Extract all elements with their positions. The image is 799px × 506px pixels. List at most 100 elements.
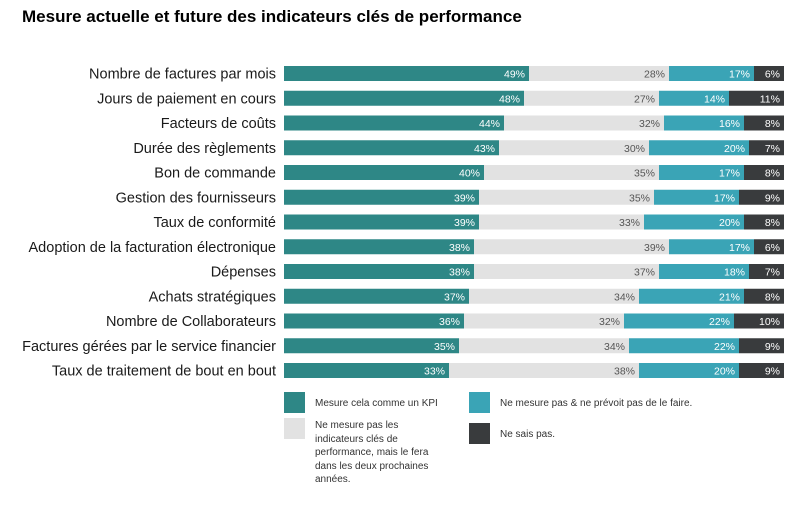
stacked-bar-chart: Nombre de factures par mois 49% 28% 17% 6% Jo… <box>22 66 784 380</box>
value-label-unknown-duree-des-reglements: 7% <box>765 143 780 155</box>
bar-kpi-gestion-des-fournisseurs <box>284 189 479 205</box>
value-label-kpi-facteurs-de-couts: 44% <box>479 118 500 130</box>
value-label-no-plan-adoption-de-la-facturation-electronique: 17% <box>729 242 750 254</box>
category-label-gestion-des-fournisseurs: Gestion des fournisseurs <box>116 190 276 206</box>
value-label-future-adoption-de-la-facturation-electronique: 39% <box>644 242 665 254</box>
bar-kpi-factures-gerees-par-le-service-financier <box>284 338 459 354</box>
bar-kpi-nombre-de-collaborateurs <box>284 313 464 329</box>
legend-label-kpi: Mesure cela comme un KPI <box>315 398 438 409</box>
value-label-no-plan-gestion-des-fournisseurs: 17% <box>714 192 735 204</box>
legend-label-no-plan: Ne mesure pas & ne prévoit pas de le fai… <box>500 398 693 409</box>
category-label-adoption-de-la-facturation-electronique: Adoption de la facturation électronique <box>29 240 276 256</box>
bar-future-taux-de-conformite <box>479 214 644 230</box>
value-label-unknown-achats-strategiques: 8% <box>765 291 780 303</box>
chart-title: Mesure actuelle et future des indicateur… <box>22 7 522 26</box>
value-label-future-duree-des-reglements: 30% <box>624 143 645 155</box>
category-label-bon-de-commande: Bon de commande <box>154 166 276 182</box>
bar-kpi-nombre-de-factures-par-mois <box>284 66 529 81</box>
value-label-kpi-nombre-de-collaborateurs: 36% <box>439 316 460 328</box>
value-label-future-achats-strategiques: 34% <box>614 291 635 303</box>
bar-kpi-taux-de-traitement-de-bout-en-bout <box>284 363 449 378</box>
bar-future-achats-strategiques <box>469 288 639 304</box>
value-label-no-plan-nombre-de-collaborateurs: 22% <box>709 316 730 328</box>
value-label-future-facteurs-de-couts: 32% <box>639 118 660 130</box>
bar-kpi-bon-de-commande <box>284 165 484 180</box>
category-label-duree-des-reglements: Durée des règlements <box>133 141 276 157</box>
value-label-no-plan-facteurs-de-couts: 16% <box>719 118 740 130</box>
value-label-kpi-taux-de-conformite: 39% <box>454 217 475 229</box>
legend-swatch-unknown <box>469 423 490 444</box>
value-label-kpi-jours-de-paiement-en-cours: 48% <box>499 93 520 105</box>
value-label-future-jours-de-paiement-en-cours: 27% <box>634 93 655 105</box>
value-label-future-nombre-de-factures-par-mois: 28% <box>644 69 665 81</box>
bar-unknown-taux-de-conformite <box>744 214 784 230</box>
value-label-future-bon-de-commande: 35% <box>634 168 655 180</box>
bar-unknown-taux-de-traitement-de-bout-en-bout <box>739 363 784 378</box>
bar-unknown-nombre-de-collaborateurs <box>734 313 784 329</box>
bar-kpi-adoption-de-la-facturation-electronique <box>284 239 474 255</box>
bar-kpi-duree-des-reglements <box>284 140 499 156</box>
value-label-unknown-gestion-des-fournisseurs: 9% <box>765 192 780 204</box>
category-label-achats-strategiques: Achats stratégiques <box>149 289 276 305</box>
bar-future-gestion-des-fournisseurs <box>479 189 654 205</box>
bar-unknown-bon-de-commande <box>744 165 784 180</box>
bar-unknown-adoption-de-la-facturation-electronique <box>754 239 784 255</box>
bar-future-factures-gerees-par-le-service-financier <box>459 338 629 354</box>
bar-no-plan-jours-de-paiement-en-cours <box>659 90 729 106</box>
value-label-kpi-adoption-de-la-facturation-electronique: 38% <box>449 242 470 254</box>
value-label-future-nombre-de-collaborateurs: 32% <box>599 316 620 328</box>
bar-unknown-nombre-de-factures-par-mois <box>754 66 784 81</box>
value-label-no-plan-factures-gerees-par-le-service-financier: 22% <box>714 341 735 353</box>
legend-swatch-future <box>284 418 305 439</box>
bar-no-plan-taux-de-conformite <box>644 214 744 230</box>
bar-no-plan-taux-de-traitement-de-bout-en-bout <box>639 363 739 378</box>
value-label-kpi-duree-des-reglements: 43% <box>474 143 495 155</box>
value-label-kpi-taux-de-traitement-de-bout-en-bout: 33% <box>424 366 445 378</box>
bar-future-adoption-de-la-facturation-electronique <box>474 239 669 255</box>
category-label-facteurs-de-couts: Facteurs de coûts <box>161 116 276 132</box>
value-label-future-factures-gerees-par-le-service-financier: 34% <box>604 341 625 353</box>
bar-no-plan-gestion-des-fournisseurs <box>654 189 739 205</box>
bar-future-depenses <box>474 264 659 279</box>
category-label-factures-gerees-par-le-service-financier: Factures gérées par le service financier <box>22 339 276 355</box>
bar-no-plan-bon-de-commande <box>659 165 744 180</box>
value-label-unknown-taux-de-traitement-de-bout-en-bout: 9% <box>765 366 780 378</box>
bar-future-taux-de-traitement-de-bout-en-bout <box>449 363 639 378</box>
value-label-unknown-nombre-de-collaborateurs: 10% <box>759 316 780 328</box>
value-label-future-depenses: 37% <box>634 267 655 279</box>
category-label-nombre-de-factures-par-mois: Nombre de factures par mois <box>89 67 276 83</box>
bar-no-plan-achats-strategiques <box>639 288 744 304</box>
bar-no-plan-facteurs-de-couts <box>664 115 744 131</box>
value-label-no-plan-bon-de-commande: 17% <box>719 168 740 180</box>
value-label-unknown-taux-de-conformite: 8% <box>765 217 780 229</box>
bar-no-plan-depenses <box>659 264 749 279</box>
value-label-kpi-nombre-de-factures-par-mois: 49% <box>504 69 525 81</box>
value-label-kpi-depenses: 38% <box>449 267 470 279</box>
legend-label-unknown: Ne sais pas. <box>500 429 556 440</box>
bar-no-plan-duree-des-reglements <box>649 140 749 156</box>
value-label-no-plan-depenses: 18% <box>724 267 745 279</box>
value-label-unknown-adoption-de-la-facturation-electronique: 6% <box>765 242 780 254</box>
category-label-depenses: Dépenses <box>211 265 276 281</box>
bar-unknown-achats-strategiques <box>744 288 784 304</box>
value-label-unknown-nombre-de-factures-par-mois: 6% <box>765 69 780 81</box>
bar-no-plan-adoption-de-la-facturation-electronique <box>669 239 754 255</box>
value-label-no-plan-nombre-de-factures-par-mois: 17% <box>729 69 750 81</box>
bar-future-bon-de-commande <box>484 165 659 180</box>
value-label-unknown-facteurs-de-couts: 8% <box>765 118 780 130</box>
category-label-taux-de-traitement-de-bout-en-bout: Taux de traitement de bout en bout <box>52 364 276 380</box>
value-label-unknown-factures-gerees-par-le-service-financier: 9% <box>765 341 780 353</box>
bar-future-facteurs-de-couts <box>504 115 664 131</box>
value-label-unknown-depenses: 7% <box>765 267 780 279</box>
bar-kpi-taux-de-conformite <box>284 214 479 230</box>
legend-label-future: Ne mesure pas les indicateurs clés de pe… <box>315 420 429 485</box>
bar-unknown-jours-de-paiement-en-cours <box>729 90 784 106</box>
bar-future-jours-de-paiement-en-cours <box>524 90 659 106</box>
bar-no-plan-nombre-de-collaborateurs <box>624 313 734 329</box>
value-label-kpi-factures-gerees-par-le-service-financier: 35% <box>434 341 455 353</box>
value-label-unknown-bon-de-commande: 8% <box>765 168 780 180</box>
value-label-no-plan-achats-strategiques: 21% <box>719 291 740 303</box>
category-label-nombre-de-collaborateurs: Nombre de Collaborateurs <box>106 314 276 330</box>
value-label-kpi-achats-strategiques: 37% <box>444 291 465 303</box>
bar-kpi-achats-strategiques <box>284 288 469 304</box>
